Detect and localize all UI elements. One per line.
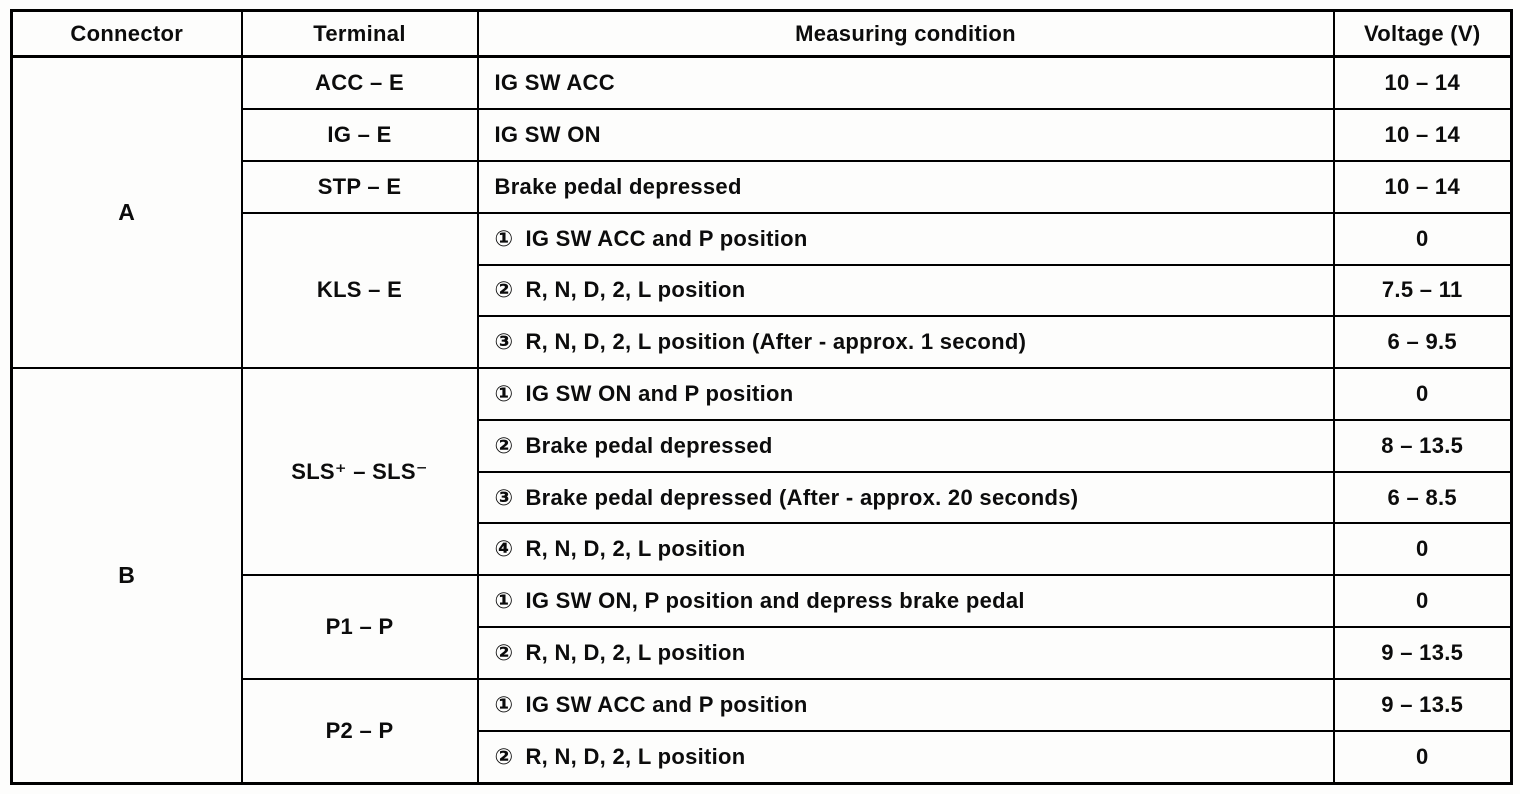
condition-text: IG SW ON, P position and depress brake p… xyxy=(525,588,1025,614)
table-row: ③ Brake pedal depressed (After - approx. … xyxy=(12,470,1513,525)
voltage-cell: 10 – 14 xyxy=(1332,55,1513,111)
voltage-cell: 0 xyxy=(1332,522,1513,577)
condition-text: IG SW ACC and P position xyxy=(525,691,808,717)
header-terminal: Terminal xyxy=(240,9,479,58)
voltage-cell: 10 – 14 xyxy=(1332,160,1513,214)
condition-text: IG SW ON and P position xyxy=(525,381,794,407)
table-row: ② Brake pedal depressed 8 – 13.5 xyxy=(12,418,1513,473)
condition-text: IG SW ON xyxy=(494,122,601,148)
voltage-cell: 0 xyxy=(1332,367,1513,421)
condition-number: ① xyxy=(494,225,514,251)
table-row: P1 – P ① IG SW ON, P position and depress… xyxy=(12,574,1513,680)
condition-number: ① xyxy=(494,691,514,717)
condition-cell: ③ R, N, D, 2, L position (After - approx.… xyxy=(476,315,1335,370)
condition-number: ② xyxy=(494,432,514,458)
table-row: STP – E Brake pedal depressed 10 – 14 xyxy=(12,160,1513,214)
condition-cell: Brake pedal depressed xyxy=(476,160,1335,214)
header-connector: Connector xyxy=(10,9,243,58)
voltage-cell: 8 – 13.5 xyxy=(1332,418,1513,473)
voltage-cell: 9 – 13.5 xyxy=(1332,677,1513,732)
table-row: A ACC – E IG SW ACC 10 – 14 xyxy=(10,55,1513,370)
terminal-cell: STP – E xyxy=(240,160,479,214)
condition-cell: ② R, N, D, 2, L position xyxy=(476,626,1335,680)
table-row: B SLS⁺ – SLS⁻ ① IG SW ON and P position 0 xyxy=(10,367,1513,785)
voltage-cell: 0 xyxy=(1332,729,1513,785)
connector-cell-a: A xyxy=(10,55,243,370)
voltage-cell: 6 – 8.5 xyxy=(1332,470,1513,525)
condition-number: ③ xyxy=(494,329,514,355)
condition-number: ② xyxy=(494,639,514,665)
condition-number: ① xyxy=(494,588,514,614)
condition-number: ④ xyxy=(494,536,514,562)
table-row: ④ R, N, D, 2, L position 0 xyxy=(12,522,1513,577)
condition-text: IG SW ACC and P position xyxy=(525,225,808,251)
condition-text: R, N, D, 2, L position (After - approx. … xyxy=(525,329,1027,355)
table-row: IG – E IG SW ON 10 – 14 xyxy=(12,108,1513,162)
terminal-cell: IG – E xyxy=(240,108,479,162)
header-measuring-condition: Measuring condition xyxy=(476,9,1335,58)
voltage-cell: 6 – 9.5 xyxy=(1332,315,1513,370)
condition-text: Brake pedal depressed (After - approx. 2… xyxy=(525,484,1079,510)
table-row: ③ R, N, D, 2, L position (After - approx.… xyxy=(12,315,1513,370)
connector-cell-b: B xyxy=(10,367,243,785)
voltage-cell: 7.5 – 11 xyxy=(1332,263,1513,318)
condition-cell: ① IG SW ACC and P position xyxy=(476,211,1335,266)
condition-cell: ② Brake pedal depressed xyxy=(476,418,1335,473)
condition-number: ② xyxy=(494,743,514,769)
condition-cell: IG SW ON xyxy=(476,108,1335,162)
header-row: Connector Terminal Measuring condition V… xyxy=(10,9,1513,58)
terminal-cell: P2 – P xyxy=(240,677,479,785)
condition-text: Brake pedal depressed xyxy=(525,432,773,458)
voltage-cell: 0 xyxy=(1332,574,1513,629)
condition-cell: ① IG SW ACC and P position xyxy=(476,677,1335,732)
table-row: P2 – P ① IG SW ACC and P position 9 – 13.… xyxy=(12,677,1513,785)
condition-text: R, N, D, 2, L position xyxy=(525,536,746,562)
table-row: ② R, N, D, 2, L position 0 xyxy=(12,729,1513,785)
condition-cell: ④ R, N, D, 2, L position xyxy=(476,522,1335,577)
condition-text: R, N, D, 2, L position xyxy=(525,277,746,303)
condition-cell: ② R, N, D, 2, L position xyxy=(476,263,1335,318)
condition-cell: ② R, N, D, 2, L position xyxy=(476,729,1335,785)
table-row: ② R, N, D, 2, L position 9 – 13.5 xyxy=(12,626,1513,680)
header-voltage: Voltage (V) xyxy=(1332,9,1513,58)
condition-number: ③ xyxy=(494,484,514,510)
terminal-cell: P1 – P xyxy=(240,574,479,680)
voltage-cell: 0 xyxy=(1332,211,1513,266)
condition-text: R, N, D, 2, L position xyxy=(525,743,746,769)
table-row: KLS – E ① IG SW ACC and P position 0 xyxy=(12,211,1513,370)
condition-cell: ① IG SW ON, P position and depress brake … xyxy=(476,574,1335,629)
condition-cell: IG SW ACC xyxy=(476,55,1335,111)
voltage-spec-table: Connector Terminal Measuring condition V… xyxy=(10,9,1513,785)
condition-text: R, N, D, 2, L position xyxy=(525,639,746,665)
terminal-cell: SLS⁺ – SLS⁻ xyxy=(240,367,479,577)
condition-cell: ① IG SW ON and P position xyxy=(476,367,1335,421)
terminal-cell: ACC – E xyxy=(240,55,479,111)
condition-text: Brake pedal depressed xyxy=(494,173,742,199)
voltage-cell: 9 – 13.5 xyxy=(1332,626,1513,680)
condition-text: IG SW ACC xyxy=(494,70,615,96)
voltage-cell: 10 – 14 xyxy=(1332,108,1513,162)
condition-number: ② xyxy=(494,277,514,303)
condition-cell: ③ Brake pedal depressed (After - approx. … xyxy=(476,470,1335,525)
table-row: ② R, N, D, 2, L position 7.5 – 11 xyxy=(12,263,1513,318)
terminal-cell: KLS – E xyxy=(240,211,479,370)
condition-number: ① xyxy=(494,381,514,407)
